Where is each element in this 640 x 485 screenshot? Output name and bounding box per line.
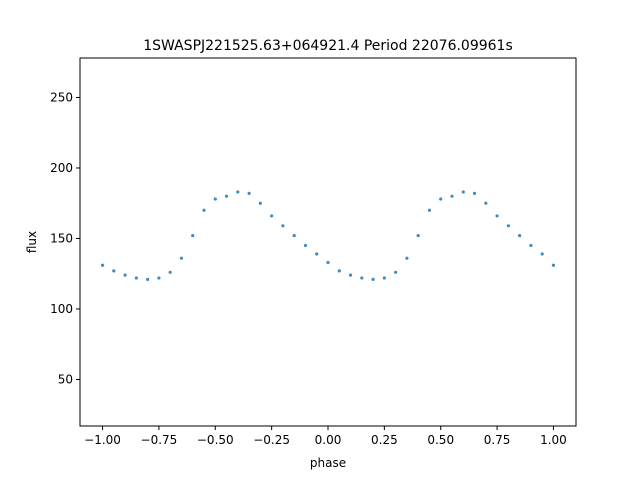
- data-point: [315, 252, 319, 256]
- x-tick-label: 0.25: [371, 433, 398, 447]
- data-point: [382, 276, 386, 280]
- plot-background: [80, 58, 576, 426]
- data-point: [551, 263, 556, 267]
- data-point: [191, 234, 195, 238]
- data-point: [123, 273, 127, 277]
- plot-area: [79, 57, 577, 427]
- data-point: [202, 208, 206, 212]
- data-point: [472, 191, 477, 195]
- data-point: [495, 214, 499, 218]
- chart-title: 1SWASPJ221525.63+064921.4 Period 22076.0…: [143, 38, 513, 54]
- data-point: [348, 273, 353, 277]
- data-point: [484, 201, 488, 205]
- data-point: [213, 197, 217, 201]
- data-point: [506, 224, 510, 228]
- data-point: [134, 276, 138, 280]
- y-tick-label: 100: [50, 302, 73, 316]
- y-tick-label: 250: [50, 90, 73, 104]
- y-axis: 50 100 150 200 250: [50, 90, 80, 386]
- x-tick-label: 0.75: [484, 433, 511, 447]
- data-point: [394, 270, 398, 274]
- data-point: [112, 269, 116, 273]
- y-tick-label: 200: [50, 161, 73, 175]
- x-tick-label: −1.00: [84, 433, 121, 447]
- data-point: [405, 256, 409, 260]
- data-point: [270, 214, 274, 218]
- data-point: [281, 224, 285, 228]
- data-point: [518, 234, 522, 238]
- data-point: [540, 252, 544, 256]
- y-axis-label: flux: [25, 231, 39, 253]
- data-point: [168, 270, 172, 274]
- data-point: [326, 260, 330, 265]
- x-tick-label: 0.50: [427, 433, 454, 447]
- data-point: [461, 190, 465, 194]
- data-point: [179, 256, 184, 260]
- data-point: [450, 194, 454, 198]
- data-point: [529, 243, 533, 248]
- data-point: [258, 201, 262, 205]
- data-point: [224, 194, 229, 198]
- x-tick-label: 1.00: [540, 433, 567, 447]
- data-point: [337, 269, 341, 273]
- data-point: [292, 234, 296, 238]
- data-point: [157, 276, 161, 280]
- data-point: [360, 276, 364, 280]
- x-axis-label: phase: [310, 456, 346, 470]
- x-tick-label: −0.75: [141, 433, 178, 447]
- x-axis: −1.00 −0.75 −0.50 −0.25 0.00 0.25 0.50 0.75 1.00: [84, 426, 567, 447]
- x-tick-label: −0.25: [253, 433, 290, 447]
- data-point: [439, 197, 443, 201]
- data-point: [146, 277, 150, 281]
- data-point: [247, 191, 251, 195]
- data-point: [371, 277, 375, 281]
- y-tick-label: 50: [58, 372, 73, 386]
- x-tick-label: −0.50: [197, 433, 234, 447]
- x-tick-label: 0.00: [315, 433, 342, 447]
- data-point: [303, 243, 308, 248]
- y-tick-label: 150: [50, 231, 73, 245]
- data-point: [416, 234, 420, 238]
- data-point: [100, 263, 105, 267]
- data-point: [236, 190, 240, 194]
- data-point: [427, 208, 432, 212]
- data-points: [100, 190, 556, 281]
